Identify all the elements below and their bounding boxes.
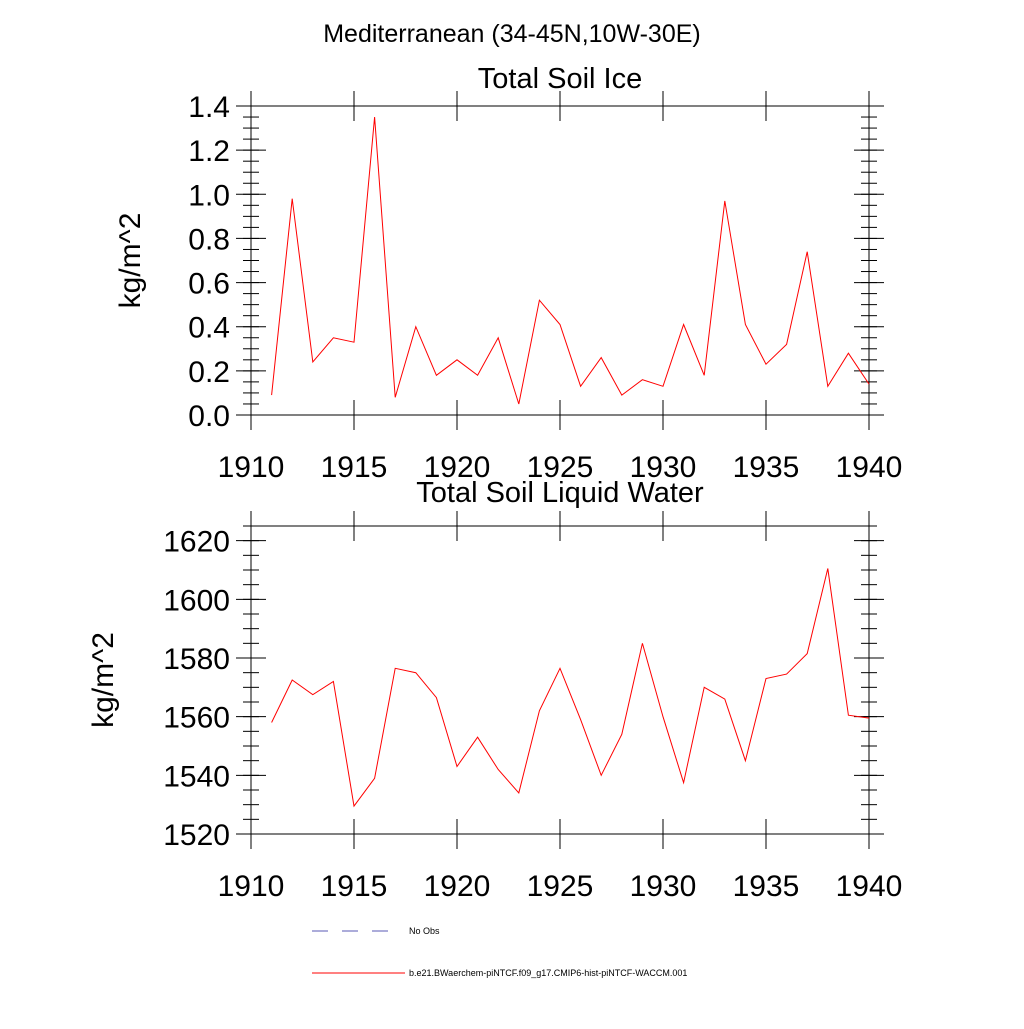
x-tick-label: 1915 [321, 451, 388, 484]
panel-title: Total Soil Ice [478, 63, 642, 95]
x-tick-label: 1940 [836, 870, 903, 903]
legend-label-model-run: b.e21.BWaerchem-piNTCF.f09_g17.CMIP6-his… [409, 968, 687, 978]
x-tick-label: 1935 [733, 451, 800, 484]
y-tick-label: 1540 [163, 760, 230, 793]
x-tick-label: 1935 [733, 870, 800, 903]
x-tick-label: 1925 [527, 870, 594, 903]
y-tick-label: 0.0 [188, 400, 230, 433]
y-tick-label: 1600 [163, 584, 230, 617]
figure-main-title: Mediterranean (34-45N,10W-30E) [323, 20, 701, 48]
x-tick-label: 1920 [424, 870, 491, 903]
y-tick-label: 1520 [163, 819, 230, 852]
y-tick-label: 0.8 [188, 223, 230, 256]
x-tick-label: 1910 [218, 870, 285, 903]
legend: No Obs b.e21.BWaerchem-piNTCF.f09_g17.CM… [312, 926, 687, 978]
series-line [272, 117, 869, 404]
x-tick-label: 1910 [218, 451, 285, 484]
legend-label-no-obs: No Obs [409, 926, 440, 936]
x-tick-label: 1915 [321, 870, 388, 903]
y-tick-label: 1.2 [188, 135, 230, 168]
y-tick-label: 1.4 [188, 91, 230, 124]
x-tick-label: 1940 [836, 451, 903, 484]
panel-total-soil-liquid-water: Total Soil Liquid Water kg/m^2 1910 1915 192… [87, 477, 902, 903]
y-tick-label: 1560 [163, 702, 230, 735]
y-tick-label: 0.4 [188, 312, 230, 345]
y-tick-label: 1580 [163, 643, 230, 676]
y-axis-label: kg/m^2 [87, 632, 120, 728]
panel-title: Total Soil Liquid Water [416, 477, 704, 509]
x-tick-label: 1930 [630, 870, 697, 903]
y-tick-label: 0.6 [188, 268, 230, 301]
y-axis-label: kg/m^2 [114, 213, 147, 309]
y-tick-label: 0.2 [188, 356, 230, 389]
plot-frame [251, 526, 869, 834]
y-tick-label: 1.0 [188, 179, 230, 212]
y-tick-label: 1620 [163, 526, 230, 559]
plot-frame [251, 106, 869, 415]
series-line [272, 569, 869, 807]
